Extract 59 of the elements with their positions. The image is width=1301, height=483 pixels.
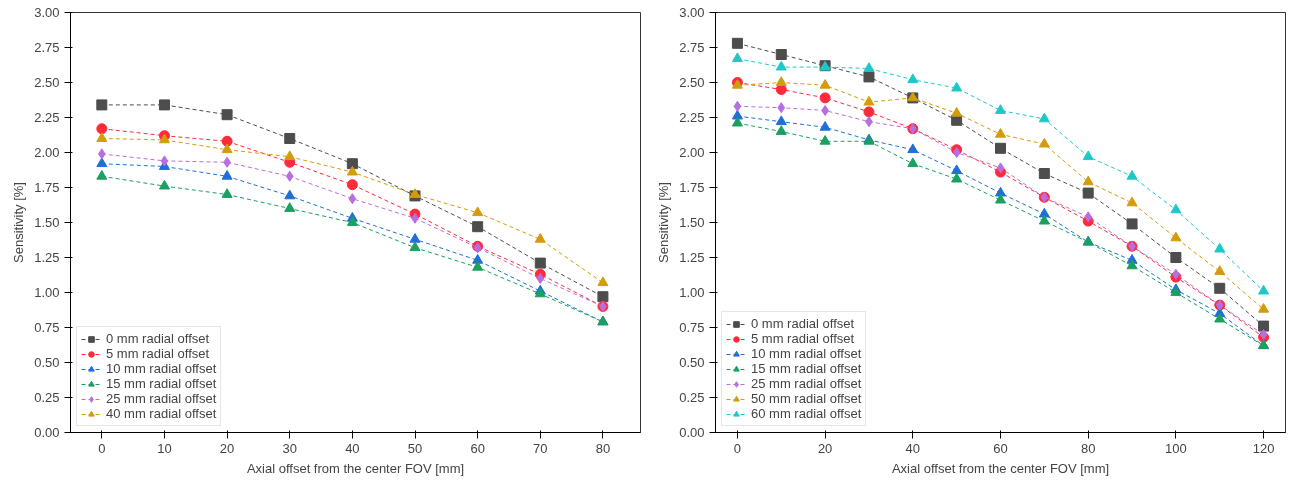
legend-label: 25 mm radial offset: [751, 376, 862, 391]
legend-label: 15 mm radial offset: [751, 361, 862, 376]
legend-label: 0 mm radial offset: [751, 316, 855, 331]
y-tick-label: 1.00: [34, 285, 60, 300]
y-tick-label: 1.75: [34, 180, 60, 195]
y-tick-label: 0.25: [679, 390, 705, 405]
y-tick-label: 0.50: [679, 355, 705, 370]
x-tick-label: 10: [157, 440, 172, 456]
legend-label: 60 mm radial offset: [751, 406, 862, 421]
y-tick-label: 0.25: [34, 390, 60, 405]
legend-label: 40 mm radial offset: [106, 406, 217, 421]
x-tick-label: 0: [98, 440, 106, 456]
x-tick-label: 20: [219, 440, 235, 456]
legend-label: 5 mm radial offset: [106, 346, 210, 361]
y-tick-label: 0.50: [34, 355, 60, 370]
y-tick-label: 3.00: [34, 5, 60, 20]
y-tick-label: 1.00: [679, 285, 705, 300]
y-tick-label: 0.75: [34, 320, 60, 335]
y-tick-label: 2.25: [34, 110, 60, 125]
x-tick-label: 20: [817, 440, 833, 456]
legend-label: 5 mm radial offset: [751, 331, 855, 346]
x-tick-label: 80: [595, 440, 611, 456]
y-tick-label: 0.00: [34, 425, 60, 440]
x-tick-label: 100: [1165, 440, 1187, 456]
y-tick-label: 0.00: [679, 425, 705, 440]
x-tick-label: 50: [407, 440, 423, 456]
x-tick-label: 70: [533, 440, 548, 456]
x-tick-label: 80: [1080, 440, 1096, 456]
y-tick-label: 2.25: [679, 110, 705, 125]
y-tick-label: 2.00: [679, 145, 705, 160]
y-tick-label: 1.75: [679, 180, 705, 195]
legend-label: 10 mm radial offset: [106, 361, 217, 376]
y-tick-label: 2.75: [679, 40, 705, 55]
x-tick-label: 60: [470, 440, 485, 456]
y-tick-label: 2.75: [34, 40, 60, 55]
y-tick-label: 2.00: [34, 145, 60, 160]
legend-label: 50 mm radial offset: [751, 391, 862, 406]
y-tick-label: 2.50: [34, 75, 60, 90]
x-tick-label: 40: [905, 440, 921, 456]
y-tick-label: 2.50: [679, 75, 705, 90]
x-tick-label: 30: [282, 440, 297, 456]
legend-label: 10 mm radial offset: [751, 346, 862, 361]
legend-label: 15 mm radial offset: [106, 376, 217, 391]
x-tick-label: 120: [1252, 440, 1275, 456]
y-tick-label: 3.00: [679, 5, 705, 20]
x-tick-label: 40: [345, 440, 360, 456]
x-tick-label: 60: [993, 440, 1008, 456]
y-axis-title: Sensitivity [%]: [656, 182, 672, 263]
y-tick-label: 1.50: [34, 215, 60, 230]
x-axis-title: Axial offset from the center FOV [mm]: [246, 460, 465, 476]
legend-label: 25 mm radial offset: [106, 391, 217, 406]
legend-label: 0 mm radial offset: [106, 331, 210, 346]
x-axis-title: Axial offset from the center FOV [mm]: [891, 460, 1110, 476]
y-axis-title: Sensitivity [%]: [11, 182, 27, 263]
x-tick-label: 0: [733, 440, 742, 456]
y-tick-label: 0.75: [679, 320, 705, 335]
y-tick-label: 1.25: [679, 250, 705, 265]
y-tick-label: 1.25: [34, 250, 60, 265]
y-tick-label: 1.50: [679, 215, 705, 230]
